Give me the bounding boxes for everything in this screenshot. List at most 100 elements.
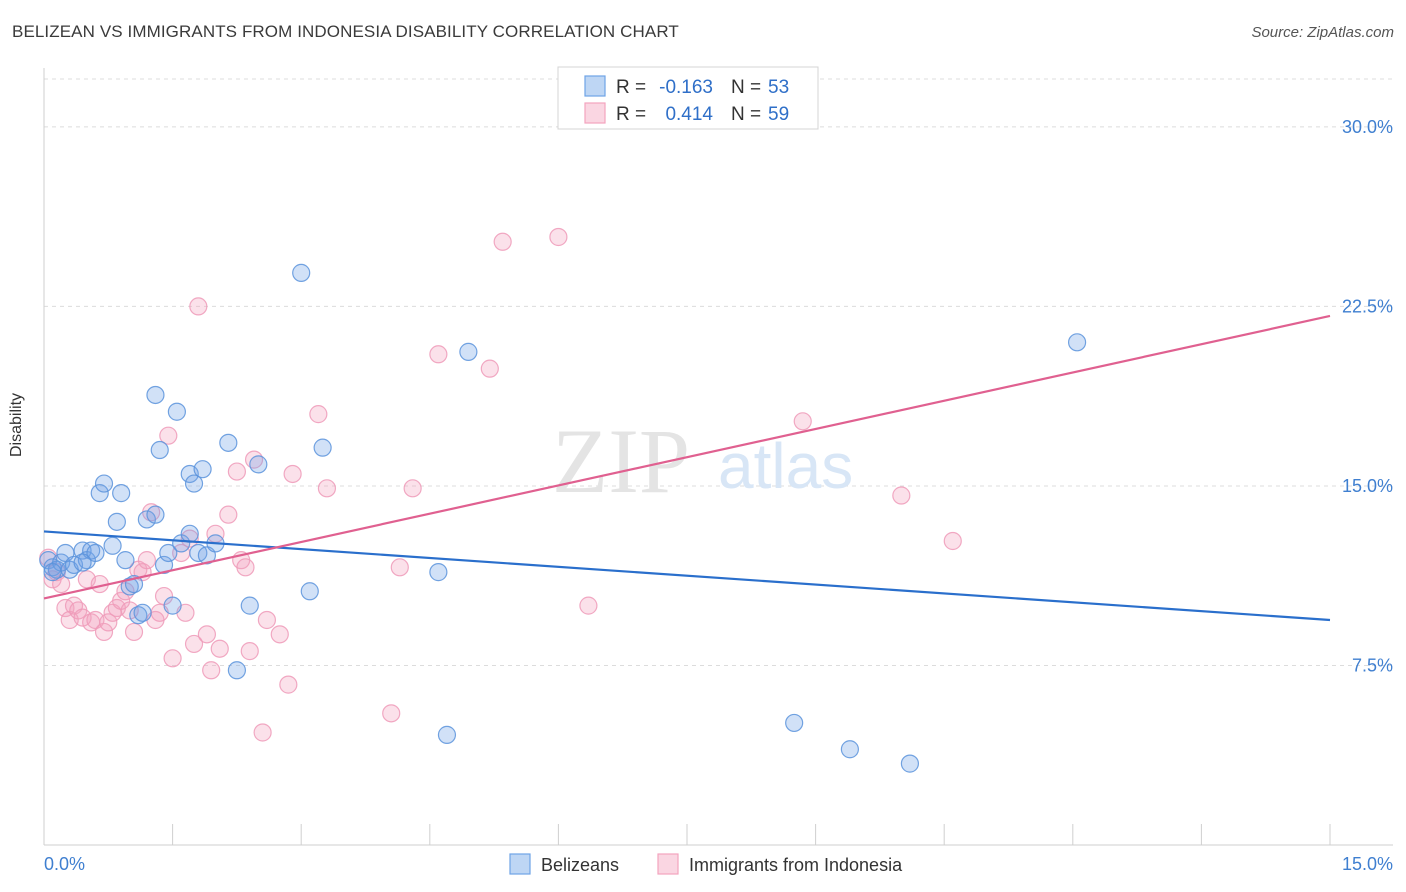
chart-source: Source: ZipAtlas.com: [1251, 24, 1394, 41]
data-point: [73, 553, 92, 572]
data-point: [90, 484, 109, 503]
bottom-legend: Belizeans Immigrants from Indonesia: [509, 853, 903, 875]
legend-n-value: 53: [768, 77, 789, 98]
legend-r-label: R =: [616, 104, 646, 125]
data-point: [150, 440, 169, 460]
data-point: [309, 405, 328, 424]
data-point: [146, 385, 165, 405]
data-point: [240, 642, 259, 661]
legend-swatch-belizeans: [509, 853, 531, 875]
data-point: [154, 555, 174, 575]
trend-line: [43, 530, 1331, 622]
data-point: [163, 596, 182, 615]
data-point: [437, 725, 457, 744]
data-point: [270, 625, 289, 644]
data-point: [480, 359, 499, 378]
legend-r-value: -0.163: [659, 77, 713, 98]
data-point: [107, 512, 126, 531]
data-point: [43, 563, 62, 582]
data-point: [103, 536, 122, 555]
data-point: [94, 622, 114, 642]
data-point: [279, 675, 298, 694]
trend-lines: [43, 314, 1331, 622]
data-point: [892, 486, 911, 505]
data-point: [167, 402, 186, 421]
x-tick-label: 0.0%: [44, 854, 85, 874]
data-point: [493, 232, 512, 251]
y-tick-label: 30.0%: [1342, 117, 1393, 137]
data-point: [146, 505, 165, 524]
data-point: [184, 474, 204, 493]
data-point: [116, 551, 135, 570]
data-point: [579, 596, 598, 615]
data-point: [943, 531, 962, 551]
data-point: [133, 603, 152, 622]
data-point: [94, 474, 114, 493]
legend-label-belizeans: Belizeans: [541, 855, 619, 875]
data-point: [219, 505, 238, 524]
data-point: [1067, 333, 1087, 352]
x-tick-label: 15.0%: [1342, 854, 1393, 874]
legend-n-value: 59: [768, 104, 789, 125]
legend-n-label: N =: [731, 77, 761, 98]
data-point: [197, 625, 216, 644]
data-point: [549, 227, 568, 247]
data-point: [249, 455, 268, 474]
data-point: [390, 558, 409, 577]
data-point: [227, 661, 246, 680]
data-point: [193, 460, 212, 479]
data-point: [785, 713, 804, 733]
data-point: [86, 543, 105, 563]
data-point: [210, 639, 229, 658]
y-tick-label: 15.0%: [1342, 476, 1393, 496]
legend-r-label: R =: [616, 77, 646, 98]
legend-swatch-indonesia: [657, 853, 679, 875]
data-point: [317, 479, 337, 498]
tick-labels: 7.5% 15.0% 22.5% 30.0% 0.0% 15.0%: [44, 117, 1393, 874]
y-tick-label: 7.5%: [1352, 655, 1393, 675]
trend-line: [43, 314, 1331, 600]
data-point: [253, 723, 272, 742]
data-point: [163, 649, 182, 668]
y-tick-label: 22.5%: [1342, 296, 1393, 316]
data-point: [137, 510, 156, 529]
watermark-atlas: atlas: [718, 430, 853, 502]
data-point: [900, 754, 920, 773]
data-point: [236, 558, 255, 577]
data-point: [459, 342, 478, 361]
data-point: [382, 704, 401, 723]
data-point: [99, 613, 118, 632]
chart-title: BELIZEAN VS IMMIGRANTS FROM INDONESIA DI…: [12, 22, 679, 41]
legend-box: [557, 66, 819, 130]
data-point: [159, 426, 178, 445]
legend-r-value: 0.414: [665, 104, 713, 125]
data-point: [240, 596, 259, 615]
data-point: [202, 661, 221, 680]
data-point: [300, 582, 319, 601]
data-point: [403, 479, 422, 498]
data-point: [219, 433, 238, 452]
legend-label-indonesia: Immigrants from Indonesia: [689, 855, 903, 875]
legend-swatch: [584, 75, 606, 97]
legend-swatch: [584, 102, 606, 124]
data-point: [840, 740, 859, 759]
data-point: [180, 524, 199, 543]
data-point: [292, 263, 311, 282]
data-point: [137, 551, 156, 570]
legend-n-label: N =: [731, 104, 761, 125]
data-point: [429, 345, 448, 364]
legend: R = -0.163 N = 53 R = 0.414 N = 59: [557, 66, 819, 130]
series-immigrants-from-indonesia: [39, 227, 962, 742]
data-point: [124, 622, 144, 642]
data-point: [189, 297, 208, 316]
series-belizeans: [39, 263, 1087, 773]
data-point: [184, 634, 204, 654]
axes: [43, 68, 1393, 846]
data-point: [793, 412, 812, 431]
data-point: [112, 484, 131, 503]
data-point: [159, 543, 178, 563]
data-point: [429, 563, 448, 582]
data-point: [313, 438, 332, 457]
data-point: [283, 464, 302, 484]
